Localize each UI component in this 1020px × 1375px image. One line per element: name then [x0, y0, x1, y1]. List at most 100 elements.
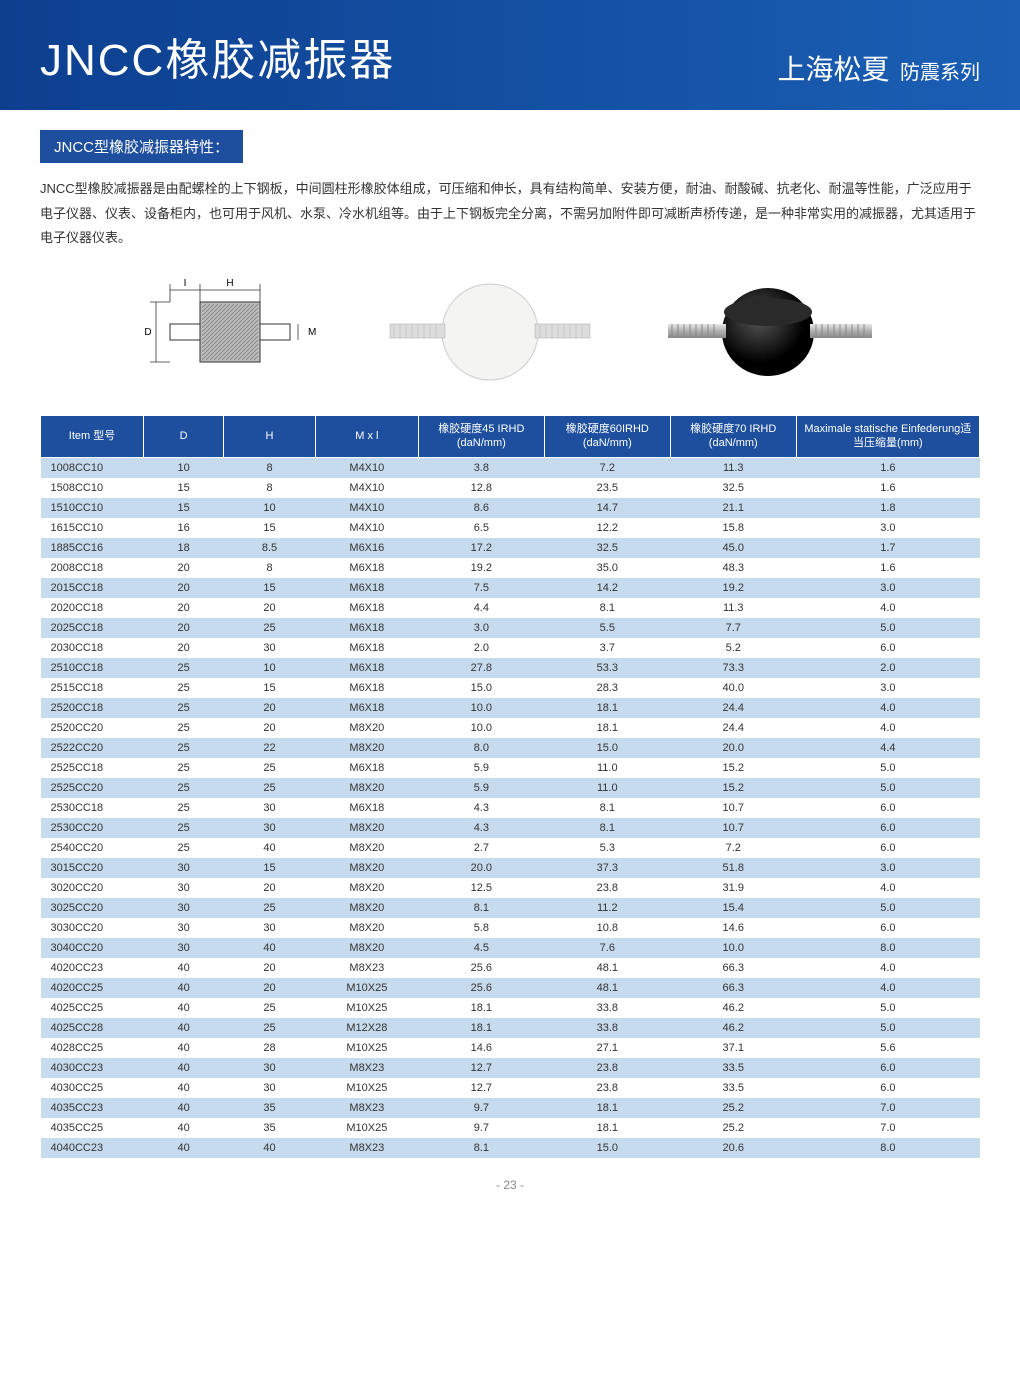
- table-row: 2510CC182510M6X1827.853.373.32.0: [41, 658, 980, 678]
- table-cell: 35: [224, 1118, 316, 1138]
- table-cell: 8.0: [796, 938, 979, 958]
- table-cell: 2530CC18: [41, 798, 144, 818]
- table-row: 2525CC182525M6X185.911.015.25.0: [41, 758, 980, 778]
- table-cell: 4.0: [796, 718, 979, 738]
- table-cell: 8.1: [544, 798, 670, 818]
- table-cell: 15.2: [670, 758, 796, 778]
- table-cell: 4030CC23: [41, 1058, 144, 1078]
- table-cell: 1885CC16: [41, 538, 144, 558]
- table-cell: 3040CC20: [41, 938, 144, 958]
- table-cell: 40: [144, 978, 224, 998]
- table-cell: 2030CC18: [41, 638, 144, 658]
- table-cell: 10: [224, 658, 316, 678]
- table-cell: 25: [144, 678, 224, 698]
- table-cell: 30: [224, 638, 316, 658]
- table-cell: 5.5: [544, 618, 670, 638]
- table-cell: 10.0: [670, 938, 796, 958]
- table-cell: 18.1: [418, 998, 544, 1018]
- table-row: 4028CC254028M10X2514.627.137.15.6: [41, 1038, 980, 1058]
- table-cell: 20: [144, 618, 224, 638]
- table-cell: 25: [144, 758, 224, 778]
- table-cell: 25.2: [670, 1118, 796, 1138]
- table-cell: 2015CC18: [41, 578, 144, 598]
- table-cell: 15: [224, 578, 316, 598]
- table-cell: 25: [144, 738, 224, 758]
- table-cell: 40: [144, 1098, 224, 1118]
- table-cell: M8X20: [315, 718, 418, 738]
- table-cell: 2530CC20: [41, 818, 144, 838]
- table-cell: M4X10: [315, 457, 418, 478]
- table-cell: 2540CC20: [41, 838, 144, 858]
- table-cell: 32.5: [544, 538, 670, 558]
- table-cell: 3.0: [796, 518, 979, 538]
- table-cell: 40: [144, 1078, 224, 1098]
- table-cell: 7.6: [544, 938, 670, 958]
- table-cell: 4028CC25: [41, 1038, 144, 1058]
- table-cell: 4.3: [418, 818, 544, 838]
- table-cell: 25.2: [670, 1098, 796, 1118]
- table-cell: M8X20: [315, 738, 418, 758]
- table-cell: 40: [224, 1138, 316, 1158]
- table-cell: 66.3: [670, 958, 796, 978]
- technical-drawing: I H D M: [130, 272, 330, 392]
- col-header: 橡胶硬度60IRHD (daN/mm): [544, 416, 670, 458]
- table-cell: 11.0: [544, 778, 670, 798]
- table-cell: 3.0: [796, 858, 979, 878]
- table-cell: 40: [224, 838, 316, 858]
- table-cell: 30: [144, 858, 224, 878]
- table-cell: M10X25: [315, 1038, 418, 1058]
- table-row: 1615CC101615M4X106.512.215.83.0: [41, 518, 980, 538]
- table-cell: 20: [224, 978, 316, 998]
- label-I: I: [184, 278, 187, 289]
- table-cell: 20: [144, 578, 224, 598]
- table-cell: 25: [144, 698, 224, 718]
- table-cell: 8.1: [418, 1138, 544, 1158]
- table-row: 3025CC203025M8X208.111.215.45.0: [41, 898, 980, 918]
- table-cell: 4.5: [418, 938, 544, 958]
- table-cell: 4.0: [796, 598, 979, 618]
- table-cell: 15: [224, 678, 316, 698]
- table-cell: 48.1: [544, 958, 670, 978]
- table-cell: M10X25: [315, 978, 418, 998]
- table-cell: 19.2: [670, 578, 796, 598]
- table-cell: 8.0: [796, 1138, 979, 1158]
- table-cell: 1.6: [796, 558, 979, 578]
- table-cell: 12.2: [544, 518, 670, 538]
- table-cell: 30: [224, 918, 316, 938]
- table-cell: M6X18: [315, 758, 418, 778]
- table-cell: 27.8: [418, 658, 544, 678]
- table-cell: 3.8: [418, 457, 544, 478]
- table-row: 1510CC101510M4X108.614.721.11.8: [41, 498, 980, 518]
- table-cell: 23.8: [544, 1058, 670, 1078]
- table-cell: 6.0: [796, 918, 979, 938]
- table-cell: 1.7: [796, 538, 979, 558]
- table-cell: 20.6: [670, 1138, 796, 1158]
- table-body: 1008CC10108M4X103.87.211.31.61508CC10158…: [41, 457, 980, 1158]
- table-cell: 11.3: [670, 598, 796, 618]
- col-header: Maximale statische Einfederung适当压缩量(mm): [796, 416, 979, 458]
- table-cell: 40.0: [670, 678, 796, 698]
- table-cell: 48.3: [670, 558, 796, 578]
- table-cell: 17.2: [418, 538, 544, 558]
- table-cell: M8X23: [315, 1138, 418, 1158]
- table-cell: 25: [224, 778, 316, 798]
- table-cell: 25: [144, 838, 224, 858]
- product-photo-black: [650, 272, 890, 392]
- table-cell: M6X18: [315, 798, 418, 818]
- table-cell: 40: [144, 1038, 224, 1058]
- table-cell: 2520CC18: [41, 698, 144, 718]
- table-cell: 19.2: [418, 558, 544, 578]
- page-header: JNCC橡胶减振器 上海松夏 防震系列: [0, 0, 1020, 110]
- table-cell: 4.0: [796, 978, 979, 998]
- table-cell: 20: [224, 958, 316, 978]
- table-cell: 35.0: [544, 558, 670, 578]
- table-cell: M10X25: [315, 1078, 418, 1098]
- table-cell: 4.4: [796, 738, 979, 758]
- table-cell: 1008CC10: [41, 457, 144, 478]
- table-cell: 25: [224, 618, 316, 638]
- table-cell: 18.1: [544, 698, 670, 718]
- product-render-white: [370, 272, 610, 392]
- table-cell: M6X18: [315, 698, 418, 718]
- table-cell: 6.0: [796, 838, 979, 858]
- table-cell: 14.7: [544, 498, 670, 518]
